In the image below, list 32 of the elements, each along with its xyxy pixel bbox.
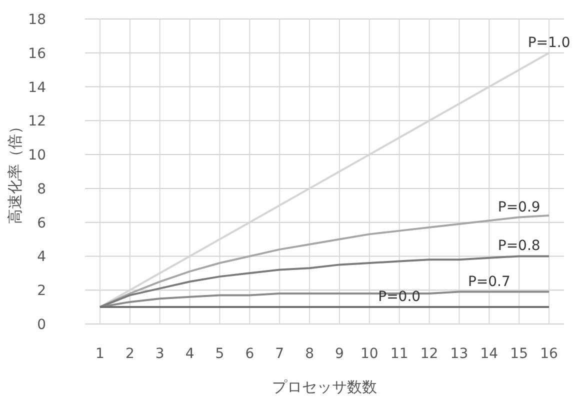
x-tick-label: 3 — [155, 346, 164, 362]
annotation: P=0.8 — [498, 238, 540, 254]
x-tick-label: 5 — [215, 346, 224, 362]
y-tick-label: 18 — [28, 12, 46, 28]
y-tick-label: 8 — [37, 181, 46, 198]
x-tick-label: 9 — [335, 346, 344, 362]
y-tick-label: 10 — [28, 148, 46, 164]
x-tick-label: 4 — [185, 346, 194, 362]
y-tick-label: 16 — [28, 46, 46, 62]
x-tick-label: 11 — [390, 346, 408, 362]
x-tick-label: 10 — [360, 346, 378, 362]
x-tick-label: 7 — [275, 346, 284, 362]
y-tick-label: 4 — [37, 249, 46, 266]
x-tick-label: 14 — [480, 346, 498, 362]
y-tick-label: 2 — [37, 283, 46, 300]
x-tick-label: 12 — [420, 346, 438, 362]
x-tick-label: 6 — [245, 346, 254, 362]
x-tick-label: 2 — [125, 346, 134, 362]
x-tick-label: 16 — [540, 346, 558, 362]
x-tick-label: 15 — [510, 346, 528, 362]
annotation: P=0.7 — [468, 274, 510, 290]
x-tick-label: 13 — [450, 346, 468, 362]
x-axis-title: プロセッサ数数 — [272, 378, 377, 396]
y-axis-title: 高速化率（倍） — [6, 119, 24, 224]
x-tick-label: 8 — [305, 346, 314, 362]
y-tick-label: 12 — [28, 114, 46, 130]
annotation: P=0.9 — [498, 199, 540, 216]
y-tick-label: 0 — [37, 317, 46, 333]
x-tick-label: 1 — [96, 346, 104, 362]
y-tick-label: 14 — [28, 80, 46, 96]
y-tick-label: 6 — [37, 215, 46, 232]
annotation: P=1.0 — [528, 34, 570, 51]
